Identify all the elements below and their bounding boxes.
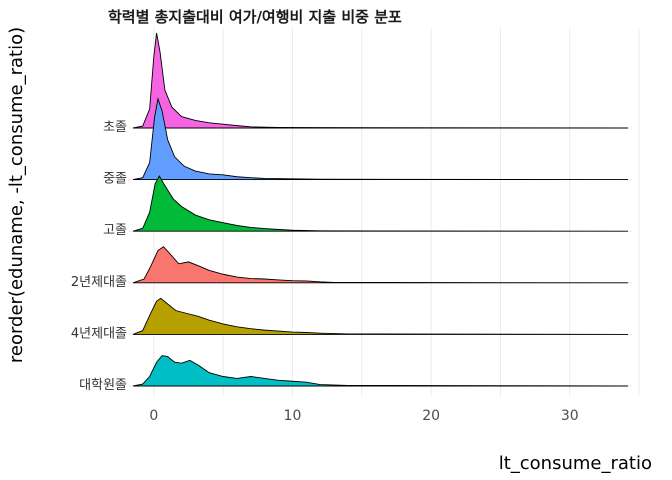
chart-title: 학력별 총지출대비 여가/여행비 지출 비중 분포 (108, 8, 402, 26)
x-tick-label: 0 (149, 408, 158, 424)
x-axis-title: lt_consume_ratio (499, 453, 652, 474)
y-tick-label: 대학원졸 (79, 378, 127, 393)
y-tick-label: 4년제대졸 (71, 326, 127, 341)
grid (129, 28, 640, 396)
ridge-2 (132, 175, 629, 232)
x-tick-label: 20 (422, 408, 440, 424)
ridge-1 (132, 97, 629, 181)
x-tick-label: 10 (284, 408, 302, 424)
x-tick-labels: 0 10 20 30 (149, 408, 578, 424)
x-tick-label: 30 (561, 408, 579, 424)
ridge-0 (132, 32, 629, 129)
ridge-4 (132, 297, 629, 335)
y-axis-title: reorder(eduname, -lt_consume_ratio) (6, 27, 27, 363)
y-tick-label: 중졸 (103, 172, 127, 187)
y-tick-label: 2년제대졸 (71, 275, 127, 290)
ridge-3 (132, 246, 629, 284)
ridges (132, 32, 629, 387)
y-tick-label: 초졸 (103, 120, 127, 135)
ridge-5 (132, 355, 629, 387)
y-tick-label: 고졸 (103, 223, 127, 238)
